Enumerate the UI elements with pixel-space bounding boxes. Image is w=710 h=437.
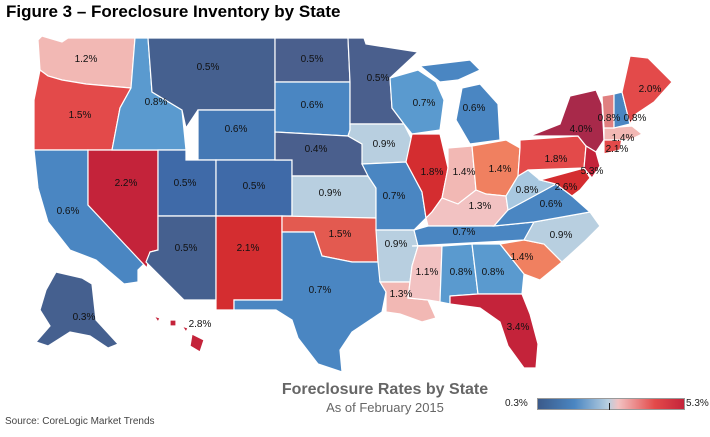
label-me: 2.0%	[639, 84, 662, 95]
label-ny: 4.0%	[570, 124, 593, 135]
label-or: 1.5%	[69, 110, 92, 121]
label-mn: 0.5%	[367, 73, 390, 84]
label-ks: 0.9%	[319, 188, 342, 199]
label-ar: 0.9%	[385, 239, 408, 250]
label-az: 0.5%	[175, 243, 198, 254]
label-pa: 1.8%	[545, 154, 568, 165]
label-ia: 0.9%	[373, 139, 396, 150]
label-ky: 1.3%	[469, 201, 492, 212]
label-wi: 0.7%	[413, 98, 436, 109]
label-vt: 0.8%	[598, 113, 621, 124]
label-nv: 2.2%	[115, 178, 138, 189]
legend-max-label: 5.3%	[686, 398, 709, 409]
state-wi[interactable]	[389, 69, 445, 135]
label-la: 1.3%	[390, 289, 413, 300]
label-sd: 0.6%	[301, 100, 324, 111]
legend-color-scale	[537, 398, 685, 410]
label-md: 2.6%	[555, 182, 578, 193]
state-hi[interactable]	[152, 314, 205, 353]
state-fl[interactable]	[449, 293, 539, 369]
label-tx: 0.7%	[309, 285, 332, 296]
label-va: 0.6%	[540, 199, 563, 210]
state-ga[interactable]	[471, 243, 525, 295]
map-title: Foreclosure Rates by State	[281, 381, 489, 398]
label-oh: 1.4%	[489, 164, 512, 175]
label-ct: 2.1%	[606, 144, 629, 155]
state-ny[interactable]	[529, 89, 605, 153]
label-ca: 0.6%	[57, 206, 80, 217]
label-ak: 0.3%	[73, 312, 96, 323]
label-ut: 0.5%	[174, 178, 197, 189]
label-nm: 2.1%	[237, 243, 260, 254]
label-ga: 0.8%	[482, 267, 505, 278]
label-sc: 1.4%	[511, 252, 534, 263]
label-id: 0.8%	[145, 97, 168, 108]
label-ma: 1.4%	[612, 133, 635, 144]
source-note: Source: CoreLogic Market Trends	[5, 416, 155, 427]
label-ne: 0.4%	[305, 144, 328, 155]
label-co: 0.5%	[243, 181, 266, 192]
state-nj[interactable]	[583, 144, 601, 180]
state-labels: 1.2% 1.5% 0.6% 2.2% 0.8% 0.5% 0.6% 0.5% …	[57, 54, 662, 333]
state-me[interactable]	[621, 55, 673, 126]
label-mt: 0.5%	[197, 62, 220, 73]
label-in: 1.4%	[453, 167, 476, 178]
label-ok: 1.5%	[329, 229, 352, 240]
legend-midpoint-tick	[609, 403, 610, 410]
label-wy: 0.6%	[225, 124, 248, 135]
label-nd: 0.5%	[301, 54, 324, 65]
label-hi: 2.8%	[189, 319, 212, 330]
label-nc: 0.9%	[550, 230, 573, 241]
label-ms: 1.1%	[416, 267, 439, 278]
state-mi[interactable]	[418, 59, 501, 145]
state-tx[interactable]	[233, 231, 387, 373]
label-tn: 0.7%	[453, 227, 476, 238]
label-fl: 3.4%	[507, 322, 530, 333]
legend-min-label: 0.3%	[505, 398, 528, 409]
label-al: 0.8%	[450, 267, 473, 278]
label-nj: 5.3%	[581, 166, 604, 177]
state-ak[interactable]	[34, 271, 120, 349]
label-nh: 0.8%	[624, 113, 647, 124]
state-wy[interactable]	[197, 109, 276, 161]
figure-title: Figure 3 – Foreclosure Inventory by Stat…	[6, 2, 341, 21]
label-il: 1.8%	[421, 167, 444, 178]
label-mi: 0.6%	[463, 103, 486, 114]
state-nm[interactable]	[215, 215, 283, 311]
label-wv: 0.8%	[516, 185, 539, 196]
state-ma[interactable]	[603, 125, 644, 141]
label-mo: 0.7%	[383, 191, 406, 202]
label-wa: 1.2%	[75, 54, 98, 65]
map-subtitle: As of February 2015	[326, 400, 444, 415]
